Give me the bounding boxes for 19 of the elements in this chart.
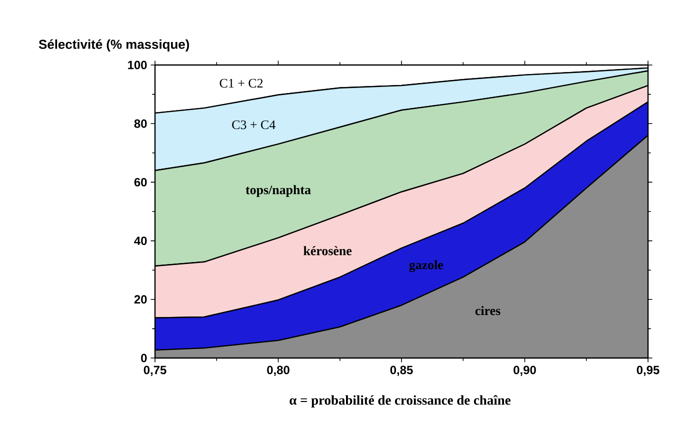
x-tick-label: 0,90 [514,366,536,376]
x-tick-label: 0,85 [390,366,413,376]
series-label: C3 + C4 [232,120,276,130]
x-tick-label: 0,95 [636,366,660,376]
y-tick-label: 100 [128,60,147,70]
y-axis-title: Sélectivité (% massique) [38,39,190,52]
series-label: kérosène [304,246,352,256]
x-tick-label: 0,80 [267,366,290,376]
series-label: gazole [409,260,444,272]
x-axis-title: α = probabilité de croissance de chaîne [290,395,510,408]
series-label: cires [475,306,500,316]
series-label: tops/naphta [246,185,311,197]
y-tick-label: 40 [134,236,147,246]
y-tick-label: 60 [134,178,147,186]
legend-label: C1 + C2 [220,78,263,88]
y-tick-label: 0 [141,354,147,362]
x-tick-label: 0,75 [144,366,166,376]
y-tick-label: 20 [134,295,147,304]
y-tick-label: 80 [134,119,147,128]
